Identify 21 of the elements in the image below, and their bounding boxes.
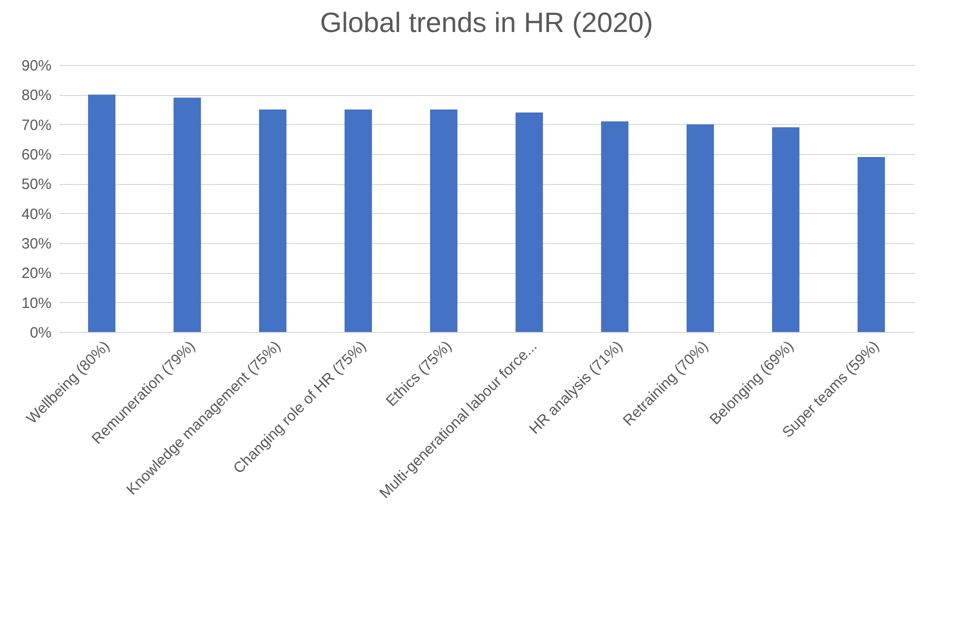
bar (174, 98, 201, 332)
y-tick-label: 60% (21, 146, 52, 164)
y-tick-label: 10% (21, 294, 52, 312)
y-tick-label: 80% (21, 87, 52, 104)
bar (601, 121, 628, 332)
bar (430, 110, 458, 332)
chart-title: Global trends in HR (2020) (320, 7, 654, 38)
y-tick-label: 90% (21, 58, 52, 74)
bar (259, 110, 286, 332)
bar (516, 112, 543, 332)
y-tick-label: 50% (21, 176, 52, 194)
bar (88, 94, 116, 332)
bar (858, 156, 885, 332)
bar (772, 127, 800, 332)
y-tick-label: 20% (21, 265, 52, 282)
y-tick-label: 70% (21, 116, 52, 134)
bar (344, 110, 372, 332)
y-tick-label: 40% (21, 206, 52, 223)
y-tick-label: 30% (21, 236, 52, 252)
bar (686, 124, 714, 332)
y-tick-label: 0% (30, 324, 52, 342)
